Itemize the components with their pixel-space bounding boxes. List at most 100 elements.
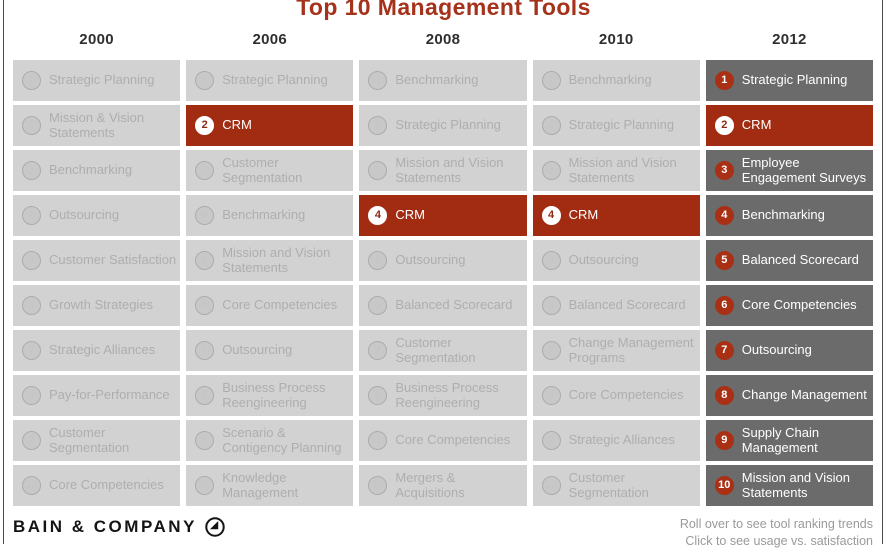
tool-cell-2006-rank-3[interactable]: 3 Customer Segmentation	[186, 150, 354, 191]
tool-label: CRM	[395, 207, 425, 223]
rank-badge: 10	[714, 476, 734, 495]
frame-border-left	[3, 0, 4, 544]
tool-label: Business Process Reengineering	[395, 380, 499, 410]
tool-label: Benchmarking	[49, 162, 133, 178]
tool-cell-2006-rank-8[interactable]: 8 Business Process Reengineering	[186, 375, 354, 416]
tool-cell-2000-rank-2[interactable]: 2 Mission & Vision Statements	[13, 105, 181, 146]
tool-cell-2010-rank-4[interactable]: 4 CRM	[532, 195, 700, 236]
rank-badge: 9	[368, 431, 388, 450]
tool-cell-2000-rank-10[interactable]: 10 Core Competencies	[13, 465, 181, 506]
tool-cell-2006-rank-9[interactable]: 9 Scenario & Contigency Planning	[186, 420, 354, 461]
rank-badge: 3	[368, 161, 388, 180]
tool-cell-2006-rank-7[interactable]: 7 Outsourcing	[186, 330, 354, 371]
tool-label: CRM	[741, 117, 772, 133]
tool-label: Outsourcing	[395, 252, 466, 268]
tool-label: Strategic Planning	[741, 72, 848, 88]
tool-cell-2012-rank-3[interactable]: 3 Employee Engagement Surveys	[705, 150, 873, 191]
tool-cell-2008-rank-5[interactable]: 5 Outsourcing	[359, 240, 527, 281]
tool-label: Core Competencies	[49, 477, 164, 493]
tool-label: Mission and Vision Statements	[222, 245, 331, 275]
tool-cell-2010-rank-9[interactable]: 9 Strategic Alliances	[532, 420, 700, 461]
tool-cell-2000-rank-3[interactable]: 3 Benchmarking	[13, 150, 181, 191]
tool-cell-2006-rank-5[interactable]: 5 Mission and Vision Statements	[186, 240, 354, 281]
tool-cell-2006-rank-4[interactable]: 4 Benchmarking	[186, 195, 354, 236]
rank-badge: 7	[714, 341, 734, 360]
rank-badge: 8	[22, 386, 41, 405]
rank-badge: 9	[714, 431, 734, 450]
tool-cell-2012-rank-2[interactable]: 2 CRM	[705, 105, 873, 146]
footer: BAIN & COMPANY Roll over to see tool ran…	[13, 508, 873, 548]
tool-cell-2010-rank-7[interactable]: 7 Change Management Programs	[532, 330, 700, 371]
tool-label: Knowledge Management	[222, 470, 299, 500]
year-header-2008: 2008	[425, 31, 461, 48]
tool-cell-2008-rank-3[interactable]: 3 Mission and Vision Statements	[359, 150, 527, 191]
tool-cell-2000-rank-6[interactable]: 6 Growth Strategies	[13, 285, 181, 326]
tool-cell-2012-rank-5[interactable]: 5 Balanced Scorecard	[705, 240, 873, 281]
tool-label: Mission & Vision Statements	[49, 110, 145, 140]
tool-cell-2012-rank-1[interactable]: 1 Strategic Planning	[705, 60, 873, 101]
tool-cell-2010-rank-6[interactable]: 6 Balanced Scorecard	[532, 285, 700, 326]
tool-cell-2012-rank-10[interactable]: 10 Mission and Vision Statements	[705, 465, 873, 506]
tool-cell-2008-rank-9[interactable]: 9 Core Competencies	[359, 420, 527, 461]
tool-label: Change Management Programs	[568, 335, 694, 365]
tool-cell-2000-rank-4[interactable]: 4 Outsourcing	[13, 195, 181, 236]
tool-label: Mission and Vision Statements	[395, 155, 504, 185]
tool-label: Strategic Alliances	[568, 432, 675, 448]
tool-cell-2008-rank-7[interactable]: 7 Customer Segmentation	[359, 330, 527, 371]
tool-cell-2000-rank-1[interactable]: 1 Strategic Planning	[13, 60, 181, 101]
tool-cell-2012-rank-8[interactable]: 8 Change Management	[705, 375, 873, 416]
rank-badge: 7	[195, 341, 215, 360]
tool-label: Customer Satisfaction	[49, 252, 177, 268]
tool-cell-2008-rank-4[interactable]: 4 CRM	[359, 195, 527, 236]
tool-label: Customer Segmentation	[568, 470, 649, 500]
rank-badge: 3	[714, 161, 734, 180]
tool-label: Benchmarking	[568, 72, 652, 88]
rank-badge: 8	[195, 386, 215, 405]
tool-cell-2012-rank-9[interactable]: 9 Supply Chain Management	[705, 420, 873, 461]
tool-cell-2012-rank-6[interactable]: 6 Core Competencies	[705, 285, 873, 326]
tool-label: CRM	[568, 207, 599, 223]
tool-cell-2000-rank-9[interactable]: 9 Customer Segmentation	[13, 420, 181, 461]
year-header-2000: 2000	[79, 31, 114, 48]
rankings-grid: 1 Strategic Planning 2 Mission & Vision Sta…	[13, 60, 873, 506]
tool-cell-2010-rank-10[interactable]: 10 Customer Segmentation	[532, 465, 700, 506]
tool-cell-2012-rank-4[interactable]: 4 Benchmarking	[705, 195, 873, 236]
rank-badge: 8	[368, 386, 388, 405]
tool-cell-2008-rank-10[interactable]: 10 Mergers & Acquisitions	[359, 465, 527, 506]
tool-cell-2010-rank-3[interactable]: 3 Mission and Vision Statements	[532, 150, 700, 191]
tool-cell-2008-rank-8[interactable]: 8 Business Process Reengineering	[359, 375, 527, 416]
tool-cell-2010-rank-2[interactable]: 2 Strategic Planning	[532, 105, 700, 146]
tool-cell-2006-rank-10[interactable]: 10 Knowledge Management	[186, 465, 354, 506]
rank-badge: 10	[541, 476, 561, 495]
tool-cell-2006-rank-2[interactable]: 2 CRM	[186, 105, 354, 146]
tool-cell-2010-rank-1[interactable]: 1 Benchmarking	[532, 60, 700, 101]
tool-cell-2006-rank-1[interactable]: 1 Strategic Planning	[186, 60, 354, 101]
tool-label: Balanced Scorecard	[741, 252, 859, 268]
tool-cell-2000-rank-8[interactable]: 8 Pay-for-Performance	[13, 375, 181, 416]
tool-cell-2008-rank-1[interactable]: 1 Benchmarking	[359, 60, 527, 101]
rank-badge: 4	[195, 206, 215, 225]
tool-cell-2008-rank-2[interactable]: 2 Strategic Planning	[359, 105, 527, 146]
tool-cell-2000-rank-5[interactable]: 5 Customer Satisfaction	[13, 240, 181, 281]
year-header-2012: 2012	[772, 31, 807, 48]
tool-label: Supply Chain Management	[741, 425, 820, 455]
tool-label: Customer Segmentation	[222, 155, 303, 185]
tool-label: Outsourcing	[49, 207, 120, 223]
tool-cell-2006-rank-6[interactable]: 6 Core Competencies	[186, 285, 354, 326]
tool-label: Scenario & Contigency Planning	[222, 425, 342, 455]
rank-badge: 6	[714, 296, 734, 315]
year-column-2012: 1 Strategic Planning 2 CRM 3 Employee Engagem…	[705, 60, 873, 506]
tool-cell-2008-rank-6[interactable]: 6 Balanced Scorecard	[359, 285, 527, 326]
tool-cell-2000-rank-7[interactable]: 7 Strategic Alliances	[13, 330, 181, 371]
tool-label: Benchmarking	[741, 207, 825, 223]
tool-cell-2010-rank-8[interactable]: 8 Core Competencies	[532, 375, 700, 416]
rank-badge: 9	[22, 431, 41, 450]
tool-cell-2012-rank-7[interactable]: 7 Outsourcing	[705, 330, 873, 371]
tool-label: Strategic Planning	[49, 72, 155, 88]
bain-compass-logo-icon	[204, 516, 226, 538]
rank-badge: 6	[541, 296, 561, 315]
tool-cell-2010-rank-5[interactable]: 5 Outsourcing	[532, 240, 700, 281]
year-header-row: 2000 2006 2008 2010 2012	[13, 31, 873, 48]
tool-label: Mission and Vision Statements	[568, 155, 677, 185]
tool-label: Core Competencies	[222, 297, 338, 313]
